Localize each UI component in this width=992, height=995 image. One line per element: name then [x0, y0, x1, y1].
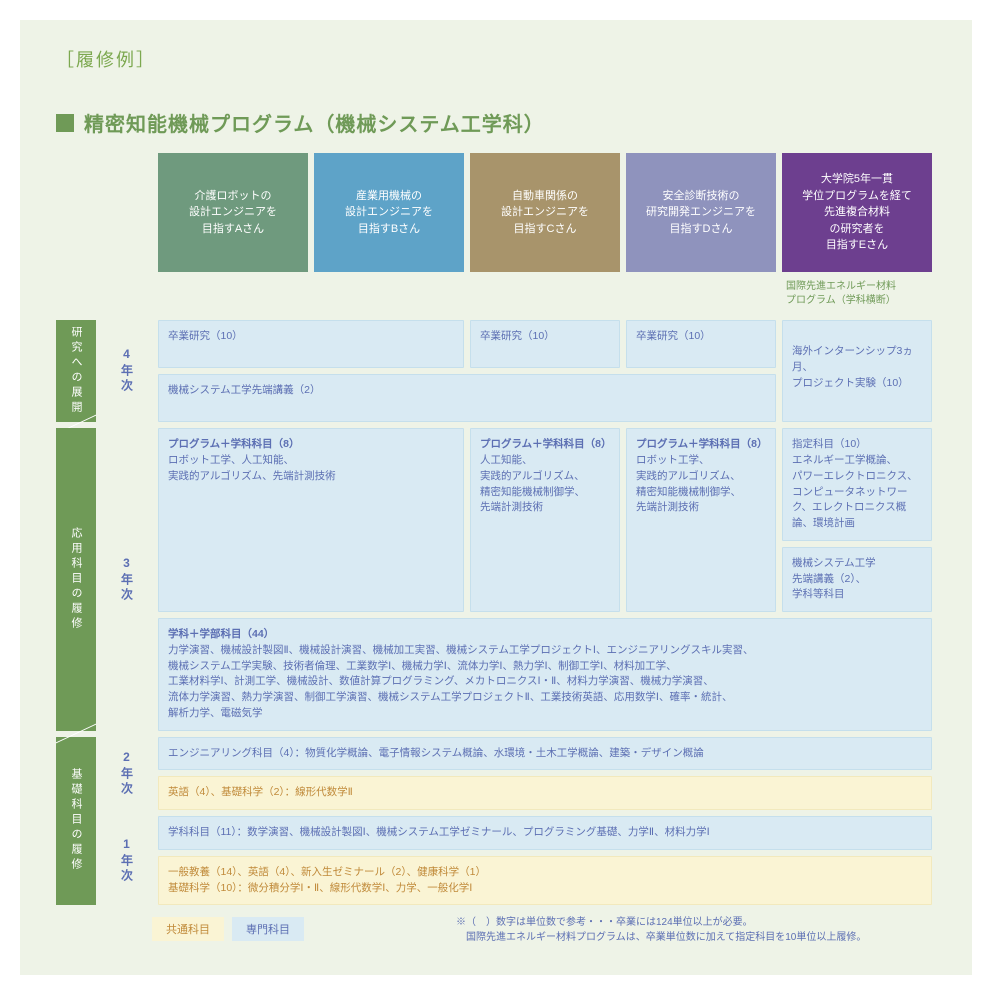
year-2: 2年次 [102, 737, 152, 811]
year-3: 3年次 [102, 428, 152, 730]
y2-english-basic: 英語（4）、基礎科学（2）：線形代数学Ⅱ [158, 776, 932, 810]
y3-d-program: プログラム＋学科科目（8） ロボット工学、 実践的アルゴリズム、 精密知能機械制… [626, 428, 776, 612]
col-header-c: 自動車関係の 設計エンジニアを 目指すCさん [470, 153, 620, 272]
col-e-note: 国際先進エネルギー材料 プログラム（学科横断） [782, 278, 932, 314]
y3-dept-courses: 学科＋学部科目（44） 力学演習、機械設計製図Ⅱ、機械設計演習、機械加工実習、機… [158, 618, 932, 731]
page-title-row: 精密知能機械プログラム（機械システム工学科） [56, 108, 936, 137]
curriculum-diagram: ［履修例］ 精密知能機械プログラム（機械システム工学科） 介護ロボットの 設計エ… [20, 20, 972, 975]
y3-c-program: プログラム＋学科科目（8） 人工知能、 実践的アルゴリズム、 精密知能機械制御学… [470, 428, 620, 612]
col-header-d: 安全診断技術の 研究開発エンジニアを 目指すDさん [626, 153, 776, 272]
y4-c-thesis: 卒業研究（10） [470, 320, 620, 368]
y2-engineering: エンジニアリング科目（4）：物質化学概論、電子情報システム概論、水環境・土木工学… [158, 737, 932, 771]
title-marker [56, 114, 74, 132]
vlabel-research: 研究への展開 [56, 320, 96, 423]
y4-advanced-lecture: 機械システム工学先端講義（2） [158, 374, 776, 422]
legend-common: 共通科目 [152, 917, 224, 941]
y4-e-designated: 指定科目（10） エネルギー工学概論、 パワーエレクトロニクス、 コンピュータネ… [782, 428, 932, 541]
col-e-y4y3-stack: 指定科目（10） エネルギー工学概論、 パワーエレクトロニクス、 コンピュータネ… [782, 428, 932, 612]
y3-ab-program: プログラム＋学科科目（8） ロボット工学、人工知能、 実践的アルゴリズム、先端計… [158, 428, 464, 612]
y4-e-internship: 海外インターンシップ3ヵ月、 プロジェクト実験（10） [782, 320, 932, 423]
y4-ab-thesis: 卒業研究（10） [158, 320, 464, 368]
page-title: 精密知能機械プログラム（機械システム工学科） [84, 108, 545, 137]
col-header-a: 介護ロボットの 設計エンジニアを 目指すAさん [158, 153, 308, 272]
y1-general: 一般教養（14）、英語（4）、新入生ゼミナール（2）、健康科学（1） 基礎科学（… [158, 856, 932, 906]
legend-special: 専門科目 [232, 917, 304, 941]
y4-d-thesis: 卒業研究（10） [626, 320, 776, 368]
col-header-b: 産業用機械の 設計エンジニアを 目指すBさん [314, 153, 464, 272]
vlabel-applied: 応用科目の履修 [56, 428, 96, 730]
y3-e-lecture: 機械システム工学 先端講義（2）、 学科等科目 [782, 547, 932, 612]
y1-dept: 学科科目（11）：数学演習、機械設計製図Ⅰ、機械システム工学ゼミナール、プログラ… [158, 816, 932, 850]
year-4: 4年次 [102, 320, 152, 423]
curriculum-grid: 介護ロボットの 設計エンジニアを 目指すAさん 産業用機械の 設計エンジニアを … [56, 153, 936, 905]
page-supertitle: ［履修例］ [56, 46, 936, 72]
vlabel-basic: 基礎科目の履修 [56, 737, 96, 906]
footnote: ※（ ）数字は単位数で参考・・・卒業には124単位以上が必要。 国際先進エネルギ… [456, 915, 936, 945]
year-1: 1年次 [102, 816, 152, 905]
col-header-e: 大学院5年一貫 学位プログラムを経て 先進複合材料 の研究者を 目指すEさん [782, 153, 932, 272]
